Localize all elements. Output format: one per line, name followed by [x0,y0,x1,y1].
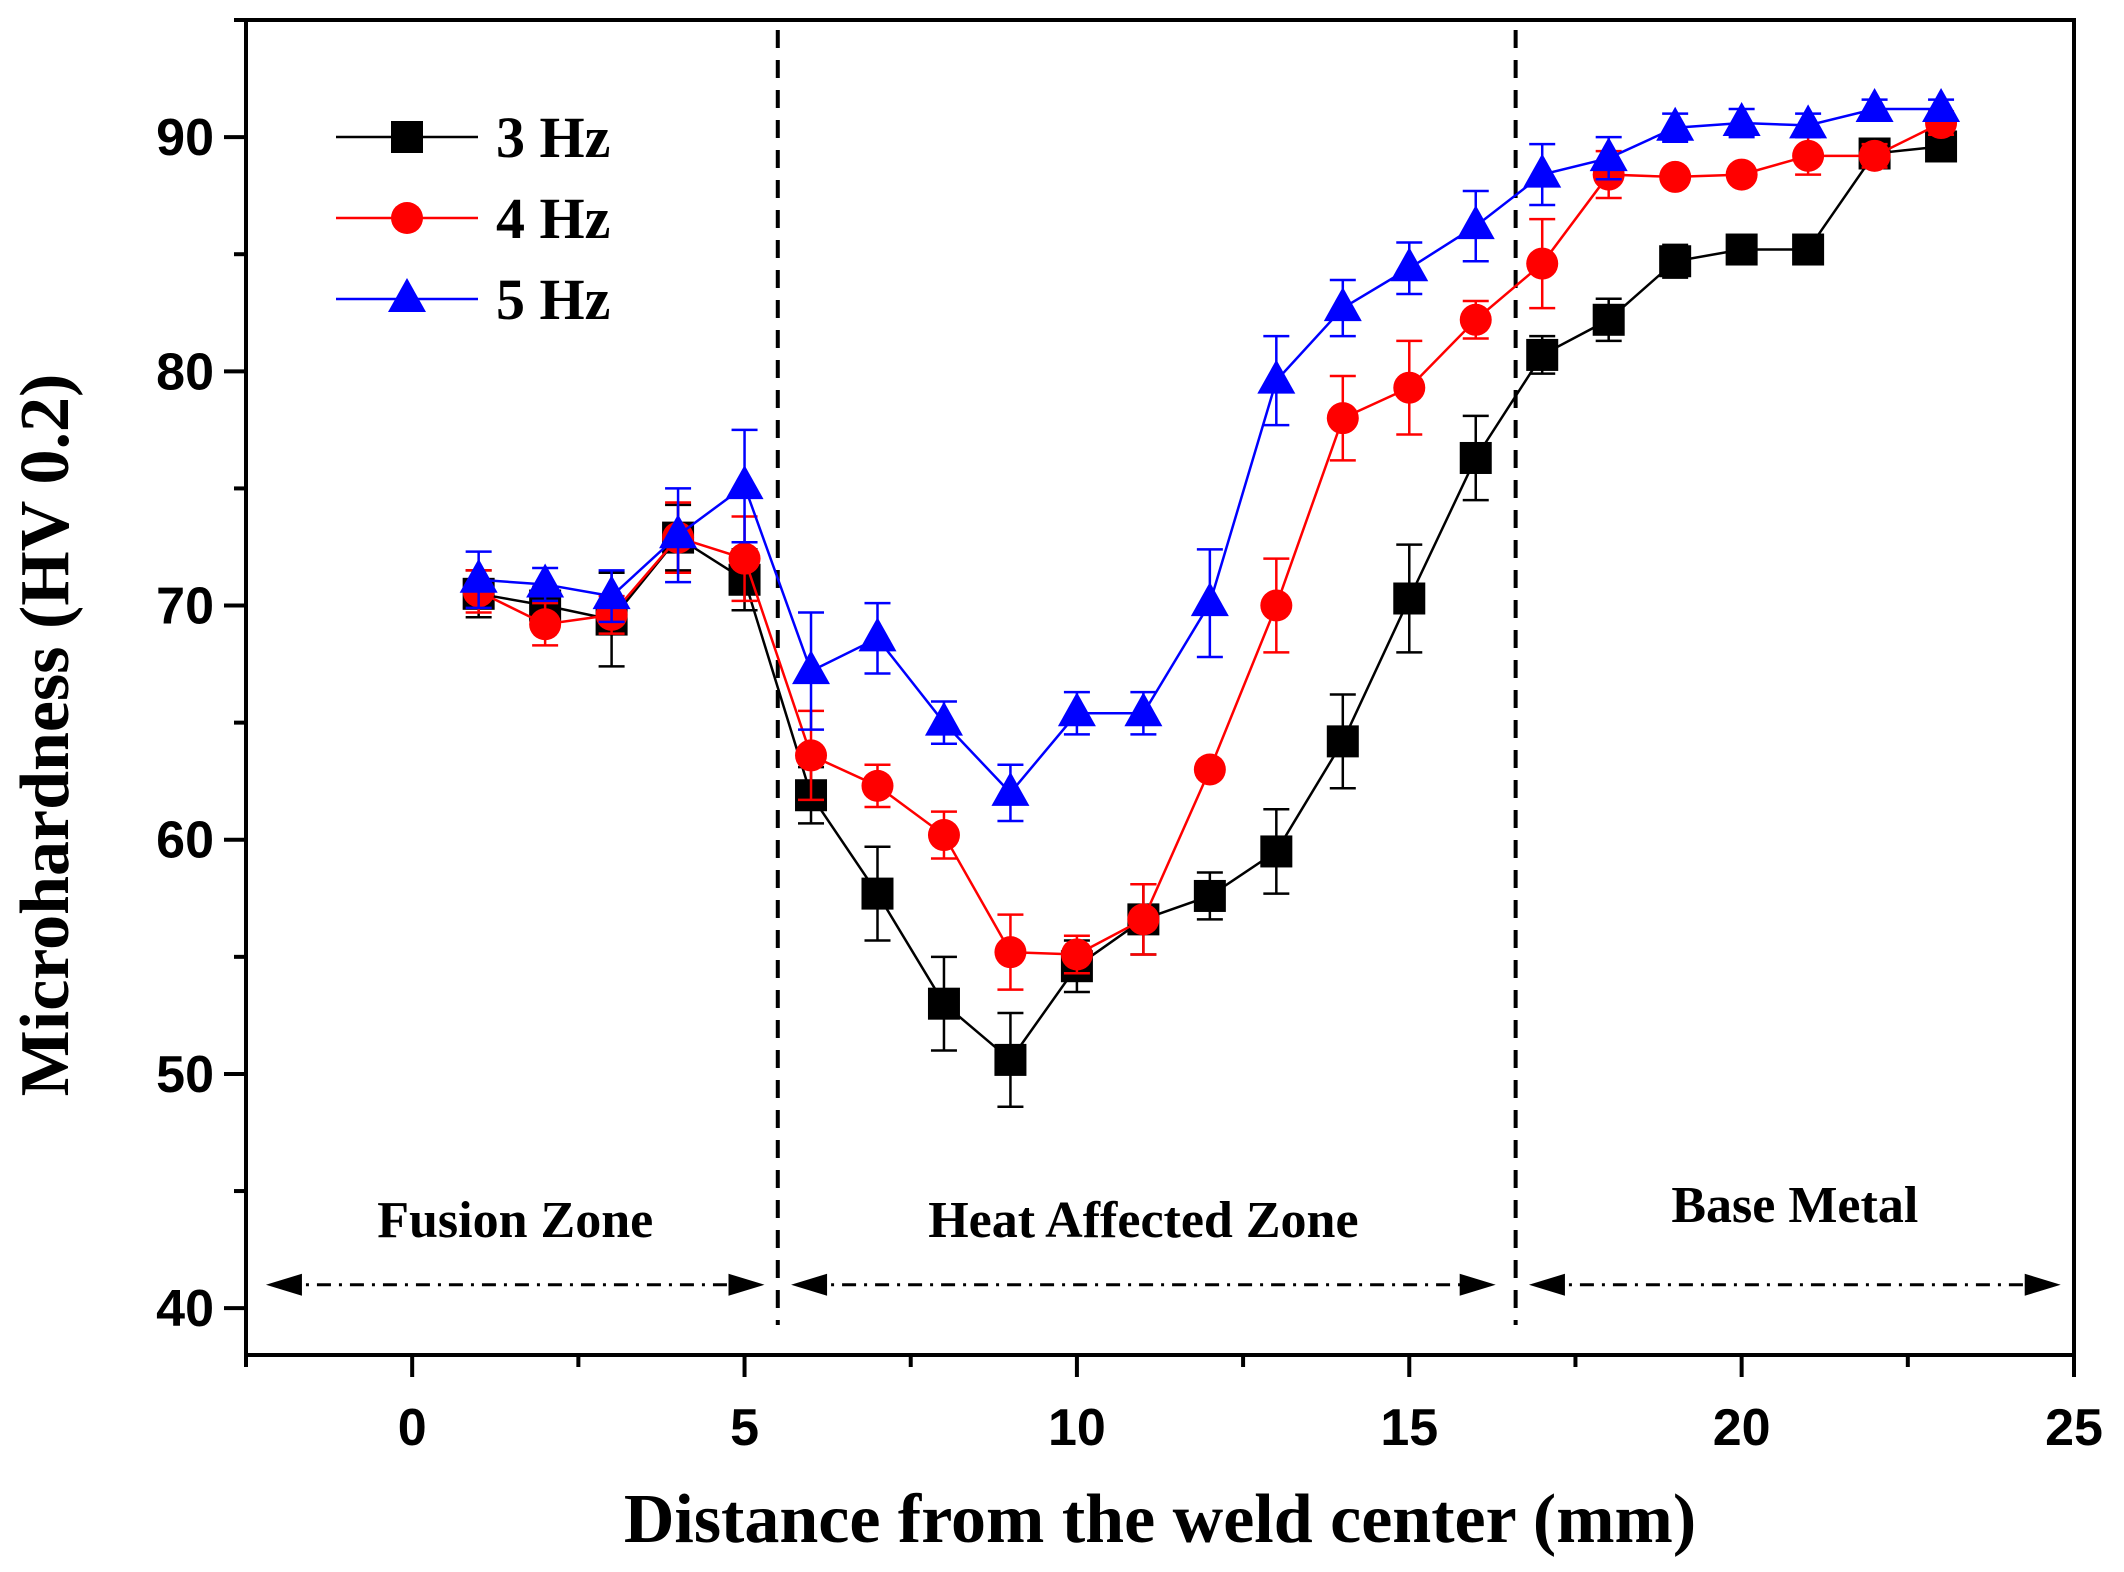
data-point [1855,88,1894,122]
legend-item: 3 Hz [336,105,610,170]
data-point [1526,338,1559,371]
zone-annotations: Fusion Zone Heat Affected Zone Base Metal [265,30,2061,1325]
zone-arrowhead-left [791,1273,828,1296]
zone-label: Heat Affected Zone [928,1192,1358,1249]
y-tick-label: 80 [156,343,214,401]
data-point [861,877,894,910]
series-line [478,121,1942,956]
data-point [529,608,562,641]
y-tick-label: 90 [156,109,214,167]
data-point [927,987,960,1020]
series-line [478,107,1942,795]
data-point [1459,303,1492,336]
data-point [994,1043,1027,1076]
data-point [861,769,894,802]
zone-label: Base Metal [1671,1177,1918,1234]
y-tick-label: 60 [156,812,214,870]
x-tick-label: 5 [730,1399,759,1457]
data-point [1124,692,1163,727]
legend-marker [388,278,426,312]
data-point [1190,582,1229,617]
data-point [1592,303,1625,336]
y-tick-label: 40 [156,1280,214,1338]
x-tick-label: 10 [1048,1399,1106,1457]
data-point [1523,153,1562,188]
data-point [1722,102,1761,137]
data-point [795,739,828,772]
x-tick-label: 25 [2045,1399,2103,1457]
data-point [858,617,897,652]
data-point [1390,247,1429,282]
y-axis-ticks: 40 50 60 70 80 90 [156,18,246,1338]
series-5-hz [459,88,1961,823]
x-tick-label: 20 [1713,1399,1771,1457]
y-tick-label: 70 [156,578,214,636]
legend-item: 5 Hz [336,267,610,332]
zone-arrowhead-left [265,1273,302,1296]
data-point [1725,158,1758,191]
data-point [1656,106,1695,141]
data-point [1459,441,1492,474]
data-series [459,88,1961,1108]
data-point [1260,835,1293,868]
data-point [1659,160,1692,193]
data-point [1260,589,1293,622]
data-point [1789,104,1828,139]
data-point [991,771,1030,806]
data-point [1922,88,1961,122]
legend: 3 Hz 4 Hz 5 Hz [336,105,610,332]
data-point [1589,137,1628,172]
data-point [526,563,565,598]
x-tick-label: 0 [398,1399,427,1457]
zone-arrowhead-right [1459,1273,1496,1296]
legend-item: 4 Hz [336,186,610,251]
data-point [592,575,631,610]
data-point [1858,139,1891,172]
legend-marker [391,202,423,234]
data-point [1792,233,1825,266]
y-axis-label: Microhardness (HV 0.2) [7,374,84,1097]
data-point [1792,139,1825,172]
data-point [1393,582,1426,615]
data-point [1393,371,1426,404]
x-axis-label: Distance from the weld center (mm) [624,1481,1696,1558]
data-point [725,465,764,500]
data-point [1060,938,1093,971]
zone-arrowhead-left [1528,1273,1565,1296]
data-point [1193,879,1226,912]
zone-arrowhead-right [728,1273,765,1296]
legend-label: 4 Hz [496,186,610,251]
y-tick-label: 50 [156,1046,214,1104]
data-point [1659,245,1692,278]
data-point [924,701,963,736]
data-point [1456,205,1495,240]
data-point [459,558,498,593]
data-point [1725,233,1758,266]
data-point [1127,903,1160,936]
data-point [1326,402,1359,435]
x-axis-ticks: 0 5 10 15 20 25 [244,1355,2103,1457]
data-point [927,819,960,852]
data-point [728,542,761,575]
zone-label: Fusion Zone [377,1192,653,1249]
x-tick-label: 15 [1380,1399,1438,1457]
zone-arrowhead-right [2024,1273,2061,1296]
legend-marker [391,121,423,153]
data-point [1323,287,1362,322]
data-point [659,514,698,549]
data-point [792,650,831,685]
data-point [1257,359,1296,394]
data-point [1193,753,1226,786]
data-point [1526,247,1559,280]
legend-label: 3 Hz [496,105,610,170]
legend-label: 5 Hz [496,267,610,332]
plot-frame [244,18,2076,1357]
data-point [994,936,1027,969]
data-point [1057,692,1096,727]
data-point [1326,725,1359,758]
